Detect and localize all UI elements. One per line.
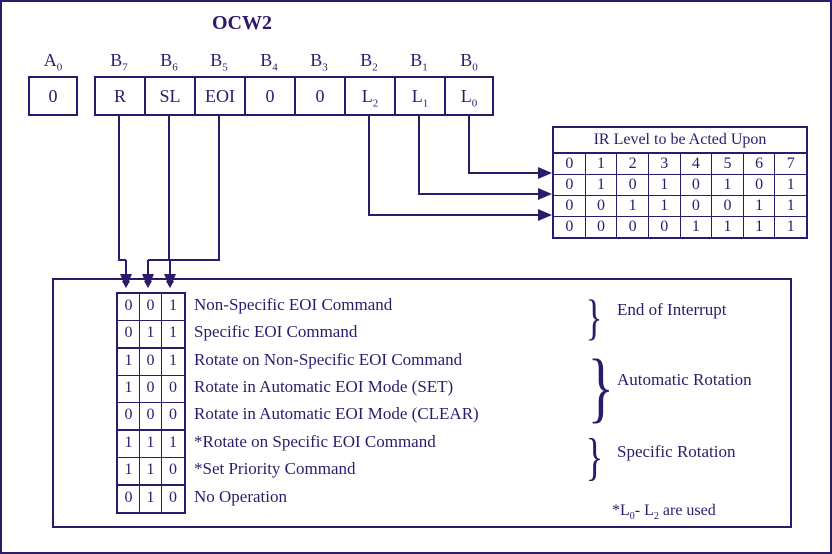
cmd-bit-cell: 1	[162, 294, 184, 320]
ir-cell: 0	[617, 175, 649, 196]
ir-cell: 1	[586, 175, 618, 196]
cmd-bit-cell: 0	[140, 294, 162, 320]
bit-label: B3	[294, 50, 344, 74]
bit-label: B2	[344, 50, 394, 74]
ir-cell: 1	[712, 217, 744, 237]
ir-cell: 0	[554, 154, 586, 175]
ir-cell: 1	[649, 175, 681, 196]
cmd-bit-cell: 0	[162, 458, 184, 484]
cmd-bit-cell: 0	[140, 349, 162, 375]
ir-cell: 0	[586, 196, 618, 217]
bit-labels-row: A0 B7 B6 B5 B4 B3 B2 B1 B0	[28, 50, 494, 74]
ir-cell: 1	[681, 217, 713, 237]
ir-cell: 1	[586, 154, 618, 175]
bit-box: L0	[444, 76, 494, 116]
bit-box-a0: 0	[28, 76, 78, 116]
cmd-label: No Operation	[194, 487, 287, 507]
ir-cell: 5	[712, 154, 744, 175]
bit-label: B4	[244, 50, 294, 74]
cmd-bit-cell: 0	[162, 486, 184, 512]
cmd-bit-cell: 1	[140, 486, 162, 512]
ir-cell: 0	[712, 196, 744, 217]
cmd-bit-cell: 0	[118, 403, 140, 429]
ir-cell: 0	[554, 175, 586, 196]
group-brace: }	[586, 432, 603, 484]
diagram-title: OCW2	[212, 12, 272, 35]
cmd-bit-cell: 1	[118, 431, 140, 457]
cmd-label: Rotate in Automatic EOI Mode (SET)	[194, 377, 453, 397]
group-label: Specific Rotation	[617, 442, 736, 462]
bit-box: L1	[394, 76, 444, 116]
group-label: Automatic Rotation	[617, 370, 752, 390]
ir-cell: 0	[554, 196, 586, 217]
command-bits-table: 001011101100000111110010	[116, 292, 186, 514]
ir-cell: 0	[586, 217, 618, 237]
ir-cell: 0	[681, 196, 713, 217]
cmd-label: Non-Specific EOI Command	[194, 295, 392, 315]
cmd-label: Rotate in Automatic EOI Mode (CLEAR)	[194, 404, 479, 424]
group-brace: }	[588, 348, 614, 426]
cmd-bit-cell: 0	[162, 376, 184, 402]
ir-cell: 0	[554, 217, 586, 237]
cmd-bit-cell: 0	[118, 321, 140, 347]
group-brace: }	[586, 292, 603, 342]
ir-cell: 0	[744, 175, 776, 196]
cmd-bit-cell: 1	[118, 458, 140, 484]
cmd-bit-cell: 1	[162, 349, 184, 375]
bit-label: B5	[194, 50, 244, 74]
cmd-bit-cell: 1	[140, 458, 162, 484]
cmd-bit-cell: 1	[140, 321, 162, 347]
diagram-frame: OCW2 A0 B7 B6 B5 B4 B3 B2 B1 B0 0 R SL E…	[0, 0, 832, 554]
ir-rows: 01234567010101010011001100001111	[554, 154, 806, 237]
cmd-bit-cell: 1	[162, 431, 184, 457]
bit-boxes-row: 0 R SL EOI 0 0 L2 L1 L0	[28, 76, 494, 116]
cmd-bit-cell: 0	[118, 486, 140, 512]
bit-box: EOI	[194, 76, 244, 116]
cmd-label: Specific EOI Command	[194, 322, 357, 342]
bit-box: 0	[294, 76, 344, 116]
cmd-bit-cell: 1	[118, 376, 140, 402]
cmd-bit-cell: 1	[140, 431, 162, 457]
ir-cell: 3	[649, 154, 681, 175]
cmd-bit-cell: 0	[140, 403, 162, 429]
cmd-label: Rotate on Non-Specific EOI Command	[194, 350, 462, 370]
bit-label: B1	[394, 50, 444, 74]
ir-cell: 1	[775, 217, 806, 237]
cmd-bit-cell: 0	[118, 294, 140, 320]
footnote: *L0- L2 are used	[612, 502, 716, 522]
bit-label: A0	[28, 50, 78, 74]
bit-label: B7	[94, 50, 144, 74]
bit-label: B6	[144, 50, 194, 74]
ir-table-title: IR Level to be Acted Upon	[554, 128, 806, 154]
ir-cell: 0	[681, 175, 713, 196]
ir-cell: 1	[744, 196, 776, 217]
ir-cell: 7	[775, 154, 806, 175]
bit-box: L2	[344, 76, 394, 116]
ir-cell: 1	[744, 217, 776, 237]
bit-label: B0	[444, 50, 494, 74]
cmd-bit-cell: 0	[140, 376, 162, 402]
ir-level-table: IR Level to be Acted Upon 01234567010101…	[552, 126, 808, 239]
cmd-label: *Set Priority Command	[194, 459, 356, 479]
ir-cell: 2	[617, 154, 649, 175]
ir-cell: 1	[617, 196, 649, 217]
ir-cell: 1	[775, 196, 806, 217]
cmd-bit-cell: 0	[162, 403, 184, 429]
group-label: End of Interrupt	[617, 300, 727, 320]
cmd-bit-cell: 1	[162, 321, 184, 347]
bit-box: R	[94, 76, 144, 116]
bit-box: SL	[144, 76, 194, 116]
ir-cell: 0	[649, 217, 681, 237]
ir-cell: 1	[712, 175, 744, 196]
ir-cell: 6	[744, 154, 776, 175]
ir-cell: 4	[681, 154, 713, 175]
cmd-bit-cell: 1	[118, 349, 140, 375]
ir-cell: 1	[649, 196, 681, 217]
bit-box: 0	[244, 76, 294, 116]
cmd-label: *Rotate on Specific EOI Command	[194, 432, 436, 452]
ir-cell: 0	[617, 217, 649, 237]
ir-cell: 1	[775, 175, 806, 196]
